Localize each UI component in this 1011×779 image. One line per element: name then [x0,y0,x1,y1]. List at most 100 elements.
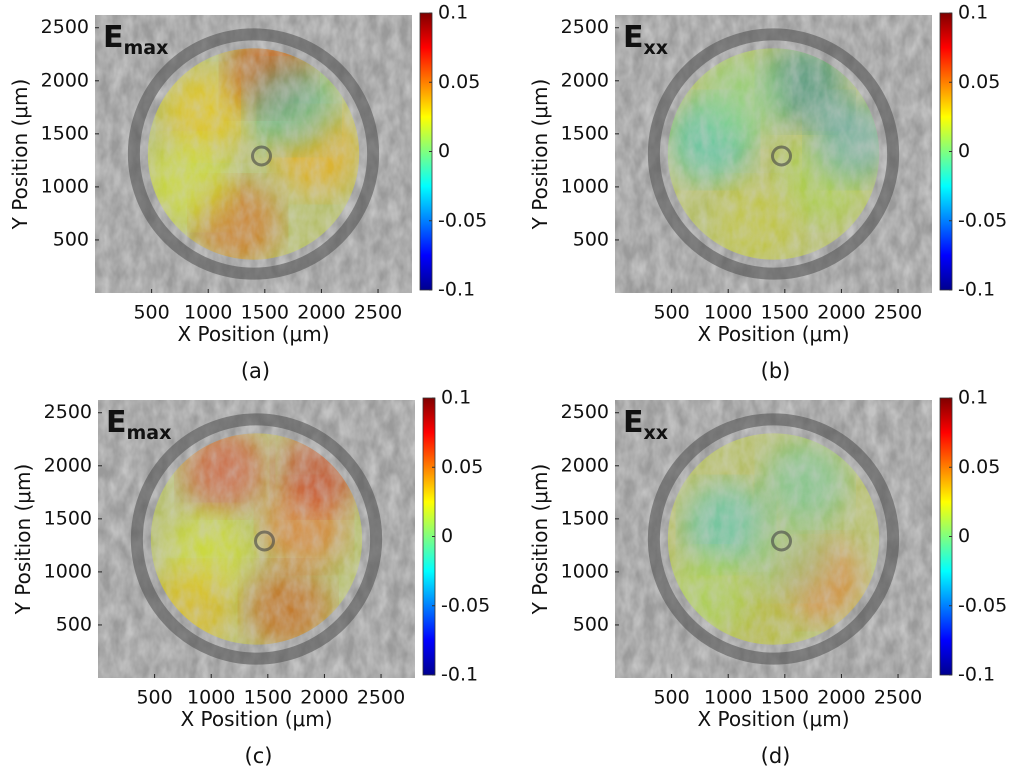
lesion [771,530,792,552]
colorbar-tick-label: -0.05 [958,594,1007,616]
panel-title: Exx [623,20,668,59]
strain-overlay [667,48,880,260]
colorbar-tick-label: 0.05 [958,71,1000,93]
panel: Exx 500 1000 1500 2000 2500 500 1000 1500 2000 250… [528,387,1007,769]
y-tick-label: 2500 [561,16,609,38]
y-tick-label: 1500 [41,122,89,144]
panel-label: (a) [241,359,270,383]
x-tick-label: 2500 [357,687,405,709]
panel-title: Emax [103,20,168,59]
colorbar-tick-label: 0.05 [438,71,480,93]
y-tick-label: 500 [573,228,609,250]
x-tick-label: 2500 [354,302,402,324]
y-axis-label: Y Position (μm) [528,79,552,231]
lesion [254,530,275,552]
lesion [251,145,272,167]
panel-label: (d) [761,744,791,768]
colorbar-tick-label: 0.1 [958,2,988,24]
title-main: E [623,20,644,55]
y-axis-label: Y Position (μm) [8,79,32,231]
title-subscript: xx [644,37,669,59]
x-tick-label: 2500 [874,302,922,324]
x-tick-label: 1500 [241,302,289,324]
colorbar-tick-label: 0.1 [441,387,471,409]
colorbar-tick-label: 0.1 [958,387,988,409]
ring [130,413,383,665]
y-tick-label: 1000 [44,560,92,582]
y-tick-label: 1500 [561,507,609,529]
x-tick-label: 2000 [817,687,865,709]
lesion [771,145,792,167]
x-tick-label: 2000 [300,687,348,709]
y-axis-label: Y Position (μm) [11,464,35,616]
ring [647,413,900,665]
x-tick-label: 500 [136,687,172,709]
colorbar-tick-label: -0.05 [438,209,487,231]
panel-label: (c) [245,744,273,768]
x-tick-label: 1500 [761,302,809,324]
title-main: E [106,405,127,440]
y-tick-label: 1000 [41,175,89,197]
title-subscript: xx [644,422,669,444]
y-tick-label: 500 [56,613,92,635]
colorbar-tick-label: 0 [441,525,453,547]
x-axis-label: X Position (μm) [697,707,849,731]
y-tick-label: 1000 [561,560,609,582]
colorbar-tick-label: 0.05 [958,456,1000,478]
strain-overlay [150,433,363,645]
panel: Emax 500 1000 1500 2000 2500 500 1000 1500 2000 25… [8,2,487,384]
ring [647,28,900,280]
x-tick-label: 1000 [704,687,752,709]
colorbar-tick-label: 0.1 [438,2,468,24]
y-tick-label: 1500 [44,507,92,529]
x-tick-label: 500 [653,687,689,709]
title-subscript: max [124,37,169,59]
strain-overlay [147,48,360,260]
colorbar-tick-label: -0.1 [441,664,478,686]
colorbar-tick-label: -0.1 [438,279,475,301]
y-tick-label: 2000 [44,454,92,476]
panel-title: Emax [106,405,171,444]
y-tick-label: 1000 [561,175,609,197]
colorbar-tick-label: -0.1 [958,664,995,686]
colorbar-tick-label: -0.1 [958,279,995,301]
y-tick-label: 500 [573,613,609,635]
ring [127,28,380,280]
title-main: E [103,20,124,55]
x-axis-label: X Position (μm) [177,322,329,346]
panel: Exx 500 1000 1500 2000 2500 500 1000 1500 2000 250… [528,2,1007,384]
y-tick-label: 1500 [561,122,609,144]
x-tick-label: 1000 [704,302,752,324]
y-tick-label: 2500 [561,401,609,423]
panel: Emax 500 1000 1500 2000 2500 500 1000 1500 2000 25… [11,387,490,769]
y-tick-label: 2000 [41,69,89,91]
x-axis-label: X Position (μm) [180,707,332,731]
colorbar-tick-label: 0.05 [441,456,483,478]
x-tick-label: 2000 [817,302,865,324]
x-tick-label: 1500 [761,687,809,709]
title-main: E [623,405,644,440]
x-tick-label: 2500 [874,687,922,709]
y-tick-label: 2500 [44,401,92,423]
colorbar-tick-label: 0 [958,525,970,547]
x-tick-label: 1500 [244,687,292,709]
y-tick-label: 2000 [561,69,609,91]
y-tick-label: 2500 [41,16,89,38]
colorbar-tick-label: 0 [958,140,970,162]
y-axis-label: Y Position (μm) [528,464,552,616]
panel-label: (b) [761,359,791,383]
y-tick-label: 500 [53,228,89,250]
x-tick-label: 1000 [187,687,235,709]
x-tick-label: 500 [133,302,169,324]
x-tick-label: 500 [653,302,689,324]
colorbar-tick-label: -0.05 [958,209,1007,231]
colorbar-tick-label: 0 [438,140,450,162]
strain-overlay [667,433,880,645]
x-axis-label: X Position (μm) [697,322,849,346]
y-tick-label: 2000 [561,454,609,476]
x-tick-label: 1000 [184,302,232,324]
title-subscript: max [127,422,172,444]
x-tick-label: 2000 [297,302,345,324]
